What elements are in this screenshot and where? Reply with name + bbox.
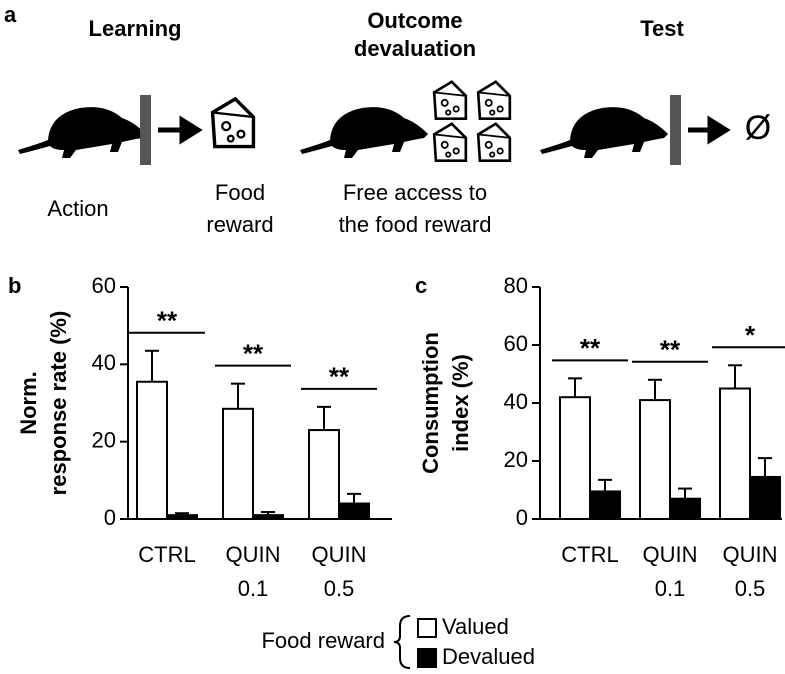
legend-swatch xyxy=(417,618,437,638)
x-tick-label: 0.5 xyxy=(324,576,355,601)
panel-label: b xyxy=(8,273,21,298)
y-axis-label: response rate (%) xyxy=(46,311,71,496)
bar xyxy=(136,380,168,520)
y-tick-label: 20 xyxy=(504,447,528,472)
y-tick-label: 60 xyxy=(92,273,116,298)
bar xyxy=(222,407,254,520)
bar xyxy=(338,502,370,520)
significance-label: ** xyxy=(329,362,350,392)
x-tick-label: 0.1 xyxy=(238,576,269,601)
significance-label: ** xyxy=(660,335,681,365)
bar xyxy=(589,490,621,521)
rat-icon xyxy=(540,107,668,158)
y-tick-label: 40 xyxy=(504,389,528,414)
arrow xyxy=(158,115,203,145)
x-tick-label: QUIN xyxy=(312,542,367,567)
caption: Free access to xyxy=(343,180,487,205)
caption: Action xyxy=(47,196,108,221)
x-tick-label: 0.1 xyxy=(655,576,686,601)
stage-title: devaluation xyxy=(354,36,476,61)
stage-title: Outcome xyxy=(367,8,462,33)
x-tick-label: QUIN xyxy=(643,542,698,567)
significance-label: ** xyxy=(157,306,178,336)
caption: reward xyxy=(206,212,273,237)
y-axis-label: index (%) xyxy=(448,354,473,452)
bar xyxy=(669,497,701,521)
lever xyxy=(670,95,681,165)
panel-label: a xyxy=(4,2,17,27)
legend-brace xyxy=(393,615,411,669)
bar xyxy=(719,387,751,520)
bar xyxy=(559,396,591,521)
lever xyxy=(140,95,151,165)
legend-swatch xyxy=(417,648,437,668)
significance-label: ** xyxy=(243,339,264,369)
panel-label: c xyxy=(415,273,427,298)
x-tick-label: QUIN xyxy=(226,542,281,567)
bar xyxy=(639,399,671,521)
cheese-icon xyxy=(476,80,512,121)
legend-title: Food reward xyxy=(261,628,385,653)
x-tick-label: CTRL xyxy=(561,542,618,567)
significance-label: ** xyxy=(580,333,601,363)
rat-icon xyxy=(300,107,428,158)
bar xyxy=(252,514,284,521)
y-axis-label: Norm. xyxy=(16,371,41,435)
stage-title: Learning xyxy=(89,16,182,41)
y-axis-label: Consumption xyxy=(418,332,443,474)
legend-label: Devalued xyxy=(442,644,535,669)
x-tick-label: 0.5 xyxy=(735,576,766,601)
null-outcome: Ø xyxy=(745,109,771,147)
bar xyxy=(749,475,781,521)
bar xyxy=(166,514,198,521)
x-tick-label: CTRL xyxy=(138,542,195,567)
y-tick-label: 0 xyxy=(516,505,528,530)
caption: Food xyxy=(215,180,265,205)
bar xyxy=(308,429,340,521)
significance-label: * xyxy=(745,320,756,350)
cheese-icon xyxy=(432,80,468,121)
y-tick-label: 80 xyxy=(504,273,528,298)
y-tick-label: 40 xyxy=(92,350,116,375)
legend-label: Valued xyxy=(442,614,509,639)
cheese-icon xyxy=(210,97,256,149)
arrow xyxy=(688,115,731,145)
rat-icon xyxy=(18,107,146,158)
y-tick-label: 0 xyxy=(104,505,116,530)
stage-title: Test xyxy=(640,16,684,41)
y-tick-label: 60 xyxy=(504,331,528,356)
caption: the food reward xyxy=(339,212,492,237)
cheese-icon xyxy=(432,122,468,163)
x-tick-label: QUIN xyxy=(723,542,778,567)
cheese-icon xyxy=(476,122,512,163)
y-tick-label: 20 xyxy=(92,427,116,452)
